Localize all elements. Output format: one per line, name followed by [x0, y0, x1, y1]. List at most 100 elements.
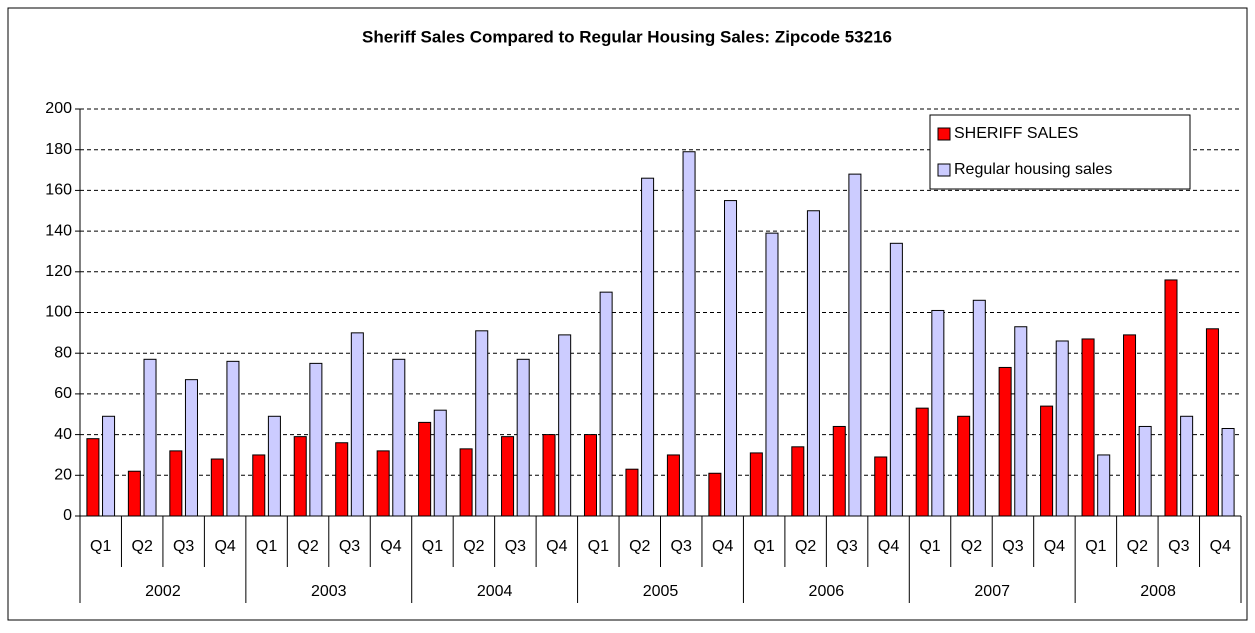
- bar: [708, 472, 722, 517]
- legend-label: Regular housing sales: [954, 161, 1112, 178]
- bar: [1138, 425, 1152, 517]
- bar: [210, 458, 224, 517]
- bar: [957, 415, 971, 517]
- y-tick-label: 80: [54, 344, 72, 361]
- x-tick-label: Q4: [712, 538, 733, 555]
- x-tick-label: Q2: [795, 538, 816, 555]
- bar: [625, 468, 639, 517]
- x-tick-label: Q1: [588, 538, 609, 555]
- x-tick-label: Q1: [256, 538, 277, 555]
- bar: [542, 434, 556, 517]
- x-tick-label: Q4: [380, 538, 401, 555]
- bar: [765, 232, 779, 517]
- chart-title: Sheriff Sales Compared to Regular Housin…: [362, 27, 892, 46]
- bar: [184, 379, 198, 517]
- y-tick-label: 0: [63, 507, 72, 524]
- bar: [1123, 334, 1137, 517]
- bar: [848, 173, 862, 517]
- bar: [666, 454, 680, 517]
- bar: [418, 421, 432, 517]
- bar: [1205, 328, 1219, 517]
- group-label: 2006: [809, 583, 845, 600]
- y-tick-label: 100: [45, 304, 72, 321]
- bar: [558, 334, 572, 517]
- x-tick-label: Q2: [1127, 538, 1148, 555]
- group-label: 2004: [477, 583, 513, 600]
- x-tick-label: Q3: [1168, 538, 1189, 555]
- x-tick-label: Q2: [463, 538, 484, 555]
- bar: [169, 450, 183, 517]
- bar: [86, 438, 100, 517]
- x-tick-label: Q4: [214, 538, 235, 555]
- bar: [791, 446, 805, 517]
- bar: [998, 366, 1012, 517]
- x-tick-label: Q3: [505, 538, 526, 555]
- legend-swatch: [937, 127, 951, 141]
- bar: [1055, 340, 1069, 517]
- x-tick-label: Q4: [1210, 538, 1231, 555]
- x-tick-label: Q4: [878, 538, 899, 555]
- x-tick-label: Q2: [297, 538, 318, 555]
- bar: [1014, 326, 1028, 517]
- bar: [309, 362, 323, 517]
- group-label: 2007: [974, 583, 1010, 600]
- bar: [682, 151, 696, 517]
- y-tick-label: 160: [45, 182, 72, 199]
- bar: [915, 407, 929, 517]
- bar: [459, 448, 473, 517]
- bar: [392, 358, 406, 517]
- bar: [1040, 405, 1054, 517]
- x-tick-label: Q3: [173, 538, 194, 555]
- legend-label: SHERIFF SALES: [954, 125, 1078, 142]
- group-label: 2003: [311, 583, 347, 600]
- bar: [1164, 279, 1178, 517]
- y-tick-label: 20: [54, 467, 72, 484]
- x-tick-label: Q1: [422, 538, 443, 555]
- legend-box: [929, 114, 1191, 190]
- bar: [931, 309, 945, 517]
- bar: [1097, 454, 1111, 517]
- x-tick-label: Q3: [1002, 538, 1023, 555]
- x-tick-label: Q3: [339, 538, 360, 555]
- bar: [433, 409, 447, 517]
- y-tick-label: 180: [45, 141, 72, 158]
- x-tick-label: Q2: [132, 538, 153, 555]
- bar: [516, 358, 530, 517]
- y-tick-label: 60: [54, 385, 72, 402]
- bar: [832, 425, 846, 517]
- chart-border: [7, 7, 1248, 621]
- x-tick-label: Q1: [1085, 538, 1106, 555]
- x-tick-label: Q2: [961, 538, 982, 555]
- y-tick-label: 200: [45, 100, 72, 117]
- bar: [501, 436, 515, 517]
- group-label: 2008: [1140, 583, 1176, 600]
- y-tick-label: 120: [45, 263, 72, 280]
- bar: [749, 452, 763, 517]
- bar: [102, 415, 116, 517]
- bar: [475, 330, 489, 517]
- bar: [1221, 427, 1235, 517]
- bar: [724, 200, 738, 517]
- y-tick-label: 140: [45, 222, 72, 239]
- x-tick-label: Q4: [546, 538, 567, 555]
- legend-swatch: [937, 163, 951, 177]
- bar: [599, 291, 613, 517]
- x-tick-label: Q3: [671, 538, 692, 555]
- x-tick-label: Q2: [629, 538, 650, 555]
- x-tick-label: Q3: [836, 538, 857, 555]
- bar: [376, 450, 390, 517]
- bar: [226, 360, 240, 517]
- bar: [1081, 338, 1095, 517]
- bar: [889, 242, 903, 517]
- y-tick-label: 40: [54, 426, 72, 443]
- bar: [874, 456, 888, 517]
- bar: [350, 332, 364, 517]
- x-tick-label: Q4: [1044, 538, 1065, 555]
- bar: [267, 415, 281, 517]
- bar: [127, 470, 141, 517]
- group-label: 2002: [145, 583, 181, 600]
- x-tick-label: Q1: [919, 538, 940, 555]
- bar: [293, 436, 307, 517]
